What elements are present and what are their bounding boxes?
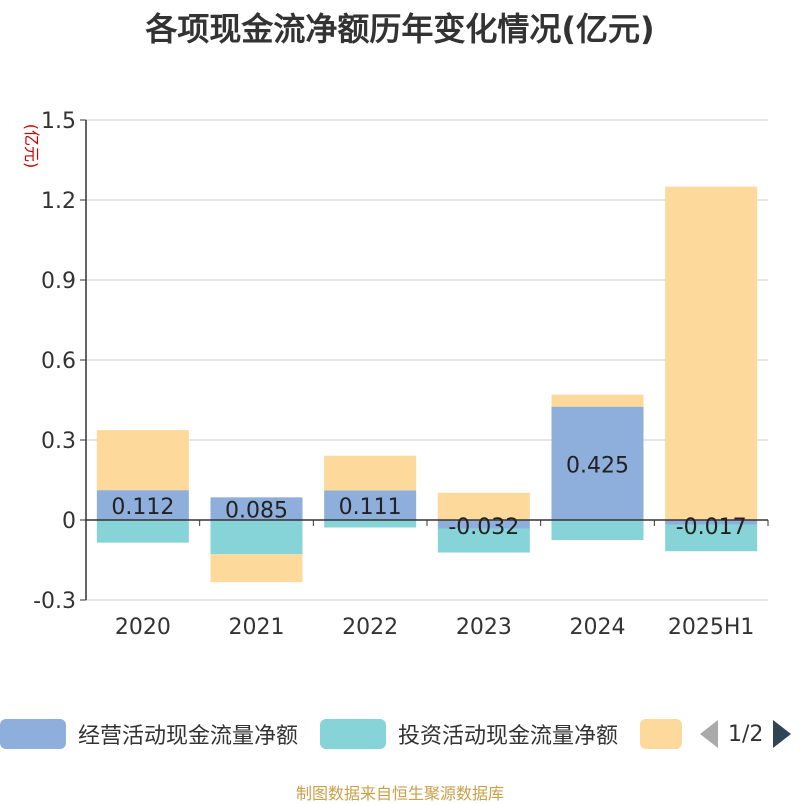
legend-page-indicator: 1/2 <box>728 721 764 747</box>
legend-swatch-investing <box>320 719 386 749</box>
bar-series2-2023 <box>437 492 530 520</box>
bar-series1-2025H1 <box>665 524 758 552</box>
chart-title: 各项现金流净额历年变化情况(亿元) <box>145 10 655 48</box>
legend-swatch-operating <box>0 719 66 749</box>
x-tick-label: 2025H1 <box>668 615 755 640</box>
bar-series2-2025H1 <box>665 186 758 520</box>
legend-item-operating[interactable]: 经营活动现金流量净额 <box>0 716 298 752</box>
y-tick-label: 0.6 <box>41 349 76 374</box>
y-tick-label: 0.3 <box>41 429 76 454</box>
source-note: 制图数据来自恒生聚源数据库 <box>295 784 504 803</box>
bar-series0-2023 <box>437 520 530 529</box>
bar-series1-2023 <box>437 528 530 553</box>
legend-swatch-financing <box>640 719 682 749</box>
legend-item-financing[interactable] <box>640 716 682 752</box>
bar-series0-2022 <box>324 490 417 520</box>
bar-series2-2021 <box>210 554 303 583</box>
x-tick-label: 2022 <box>342 615 398 640</box>
y-tick-label: 0.9 <box>41 269 76 294</box>
y-tick-label: 1.2 <box>41 189 76 214</box>
legend-label-investing: 投资活动现金流量净额 <box>398 724 619 749</box>
y-axis-label: (亿元) <box>22 124 41 169</box>
legend-label-operating: 经营活动现金流量净额 <box>78 724 299 749</box>
bar-series0-2024 <box>551 406 644 520</box>
bar-series2-2020 <box>96 430 189 491</box>
bar-layer <box>96 186 758 583</box>
triangle-right-icon[interactable] <box>773 720 792 748</box>
data-label-2023: -0.032 <box>448 515 519 540</box>
legend-item-investing[interactable]: 投资活动现金流量净额 <box>320 716 618 752</box>
bar-series1-2022 <box>324 520 417 528</box>
data-label-2021: 0.085 <box>225 499 288 524</box>
data-label-2022: 0.111 <box>339 495 402 520</box>
bar-series0-2025H1 <box>665 520 758 525</box>
bar-series1-2024 <box>551 520 644 540</box>
triangle-left-icon[interactable] <box>700 720 718 748</box>
x-tick-label: 2020 <box>115 615 171 640</box>
data-label-2024: 0.425 <box>566 453 629 478</box>
bar-series2-2022 <box>324 455 417 491</box>
y-tick-label: 1.5 <box>41 109 76 134</box>
axis-layer: -0.3 0 0.3 0.6 0.9 1.2 1.5(亿元) 2020 2021 2022 2023… <box>22 109 769 640</box>
bar-series2-2024 <box>551 394 644 407</box>
bar-series1-2021 <box>210 520 303 555</box>
data-label-2020: 0.112 <box>111 495 174 520</box>
chart-canvas: -0.3 0 0.3 0.6 0.9 1.2 1.5(亿元) 2020 2021 2022 2023… <box>22 109 769 640</box>
x-tick-label: 2021 <box>229 615 285 640</box>
y-tick-label: 0 <box>62 509 76 534</box>
legend: 经营活动现金流量净额 投资活动现金流量净额 <box>0 716 800 756</box>
x-tick-label: 2024 <box>570 615 626 640</box>
y-tick-label: -0.3 <box>33 589 76 614</box>
bar-series0-2020 <box>96 490 189 520</box>
label-layer: 0.112 0.085 0.111 -0.032 0.425 -0.017 <box>111 453 746 540</box>
data-label-2025H1: -0.017 <box>676 515 747 540</box>
legend-pager: 1/2 <box>700 716 792 752</box>
bar-series1-2020 <box>96 520 189 543</box>
bar-series0-2021 <box>210 497 303 520</box>
x-tick-label: 2023 <box>456 615 512 640</box>
